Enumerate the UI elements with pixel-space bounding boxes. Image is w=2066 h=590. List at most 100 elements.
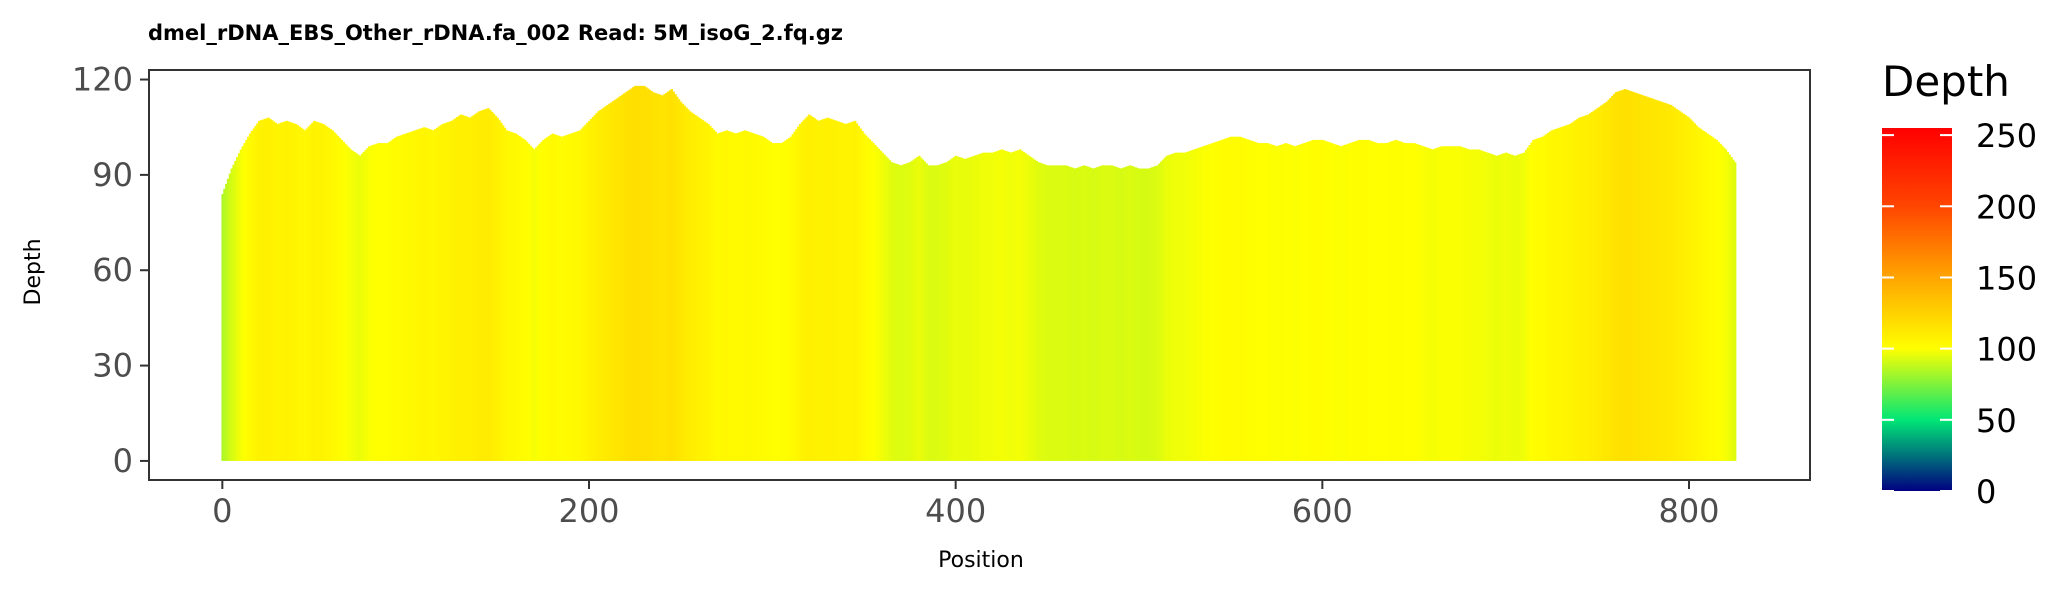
depth-bar [1119,168,1123,461]
depth-bar [1270,144,1273,461]
depth-bar [1557,127,1561,461]
depth-bar [1332,143,1335,461]
depth-bar [712,129,716,461]
depth-bar [580,128,584,461]
depth-bar [507,131,510,461]
depth-bar [980,153,983,461]
depth-bar [815,119,818,461]
depth-bar [547,136,551,461]
depth-bar [426,128,430,461]
depth-bar [415,129,419,461]
depth-bar [1121,167,1125,461]
depth-bar [1436,147,1440,461]
depth-bar [1224,138,1227,461]
depth-bar [1149,167,1152,461]
legend-tick-label: 150 [1976,259,2037,297]
depth-bar [1688,117,1691,461]
x-tick-label: 0 [212,492,232,530]
depth-bar [687,109,690,461]
depth-bar [1513,155,1517,461]
depth-bar [1306,141,1310,461]
depth-bar [1095,167,1099,461]
depth-bar [571,132,575,461]
depth-bar [500,122,503,461]
depth-bar [1200,146,1203,461]
depth-bar [1394,139,1398,461]
depth-bar [544,138,547,461]
depth-bar [584,124,587,461]
depth-bar [881,152,884,461]
depth-bar [954,155,958,461]
depth-bar [311,122,314,461]
depth-bar [1035,160,1038,461]
depth-bar [368,146,371,461]
depth-bar [1717,141,1720,461]
depth-bar [1464,148,1467,461]
depth-bar [1587,114,1590,461]
depth-bar [1191,150,1194,461]
depth-bar [1460,146,1464,461]
depth-bar [1422,146,1425,461]
depth-bar [753,133,756,461]
depth-bar [335,134,338,461]
depth-bar [718,132,721,461]
depth-bar [558,136,562,461]
depth-bar [248,133,252,461]
depth-bar [879,150,883,461]
depth-bar [639,85,642,461]
depth-bar [905,163,908,461]
depth-bar [355,153,358,461]
depth-bar [956,156,960,461]
depth-bar [1073,168,1077,461]
depth-bar [364,150,367,461]
depth-bar [1339,146,1343,461]
depth-bar [1273,145,1277,461]
depth-bar [965,158,969,461]
depth-bar [1301,143,1304,461]
depth-bar [1433,148,1436,461]
depth-bar [379,143,382,461]
depth-bar [1469,149,1473,461]
depth-bar [474,113,477,461]
depth-bar [226,178,230,461]
depth-bar [1664,103,1667,461]
depth-bar [278,123,281,461]
depth-bar [1053,165,1057,461]
depth-bar [1545,134,1548,461]
depth-bar [764,138,767,461]
depth-bar [1633,92,1636,461]
depth-bar [1222,139,1225,461]
depth-bar [1260,143,1264,461]
depth-bar [1281,144,1284,461]
depth-bar [1246,139,1249,461]
depth-bar [1446,146,1449,461]
depth-bar [1488,153,1491,461]
depth-bar [459,114,463,461]
depth-bar [903,164,906,461]
legend-ticks: 0 50 100 150 200 250 [1882,117,2037,511]
depth-bar [1079,166,1082,461]
depth-bar [1601,104,1605,461]
depth-bar [1176,152,1180,461]
y-axis-title: Depth [21,238,46,305]
depth-bar [250,131,254,461]
depth-bar [1068,166,1071,461]
depth-bar [1524,150,1528,461]
depth-bar [346,145,349,461]
depth-bar [1326,141,1330,461]
depth-bar [1583,115,1587,461]
depth-bar [1143,168,1147,461]
depth-bar [1356,140,1359,461]
depth-bar [1367,139,1370,461]
depth-bar [1427,148,1431,461]
depth-bar [344,143,347,461]
depth-bar [729,131,732,461]
depth-bar [914,158,917,461]
depth-bar [1013,151,1016,461]
depth-bar [775,143,778,461]
depth-bar [831,119,835,461]
depth-bar [225,183,228,461]
depth-bar [285,120,289,461]
depth-bar [714,131,718,461]
depth-bar [358,155,362,461]
